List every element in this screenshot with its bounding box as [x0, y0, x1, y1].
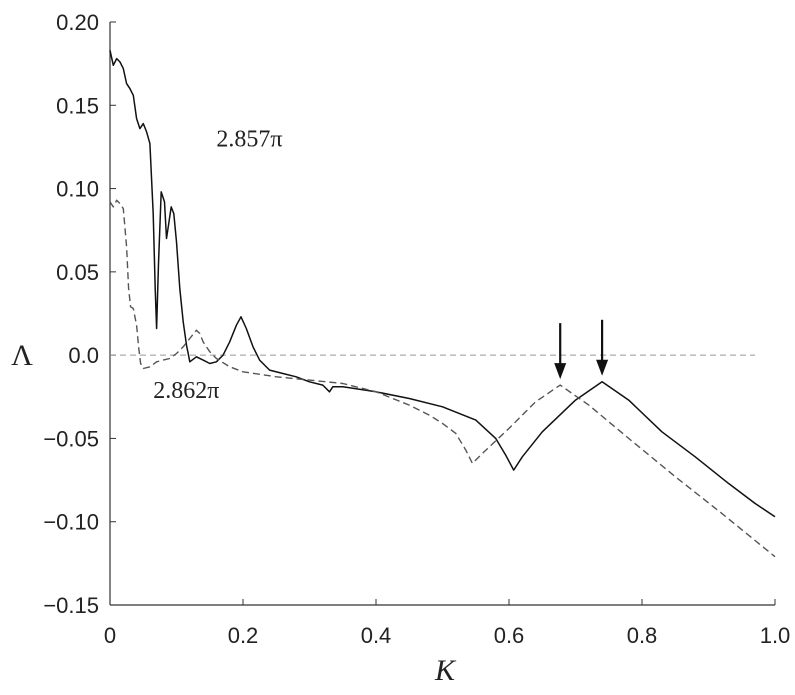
y-tick-label: −0.05: [43, 426, 99, 451]
peak-arrow-1: [596, 319, 609, 376]
series-annotation-1: 2.862π: [153, 378, 219, 404]
series-line-1-dashed: [109, 199, 776, 558]
y-tick-label: 0.05: [56, 260, 99, 285]
series-layer: [109, 50, 776, 558]
y-ticks: 0.20 0.15 0.10 0.05 0.0 −0.05 −0.10 −0.15: [43, 10, 116, 618]
arrow-layer: [554, 319, 609, 380]
annotation-layer: 2.857π 2.862π: [153, 127, 282, 405]
x-ticks: 0 0.2 0.4 0.6 0.8 1.0: [104, 599, 790, 648]
x-tick-label: 0.4: [361, 623, 392, 648]
y-tick-label: −0.15: [43, 593, 99, 618]
series-line-0-solid: [109, 50, 776, 518]
y-tick-label: −0.10: [43, 510, 99, 535]
x-tick-label: 0.8: [627, 623, 658, 648]
x-tick-label: 0: [104, 623, 116, 648]
y-tick-label: 0.20: [56, 10, 99, 35]
y-tick-label: 0.10: [56, 177, 99, 202]
x-axis-label: K: [434, 654, 457, 687]
series-annotation-0: 2.857π: [216, 127, 282, 153]
x-tick-label: 0.6: [494, 623, 525, 648]
x-tick-label: 0.2: [228, 623, 259, 648]
y-tick-label: 0.15: [56, 93, 99, 118]
y-axis-label: Λ: [11, 339, 33, 372]
peak-arrow-0: [554, 323, 567, 380]
y-tick-label: 0.0: [68, 343, 99, 368]
x-tick-label: 1.0: [760, 623, 791, 648]
